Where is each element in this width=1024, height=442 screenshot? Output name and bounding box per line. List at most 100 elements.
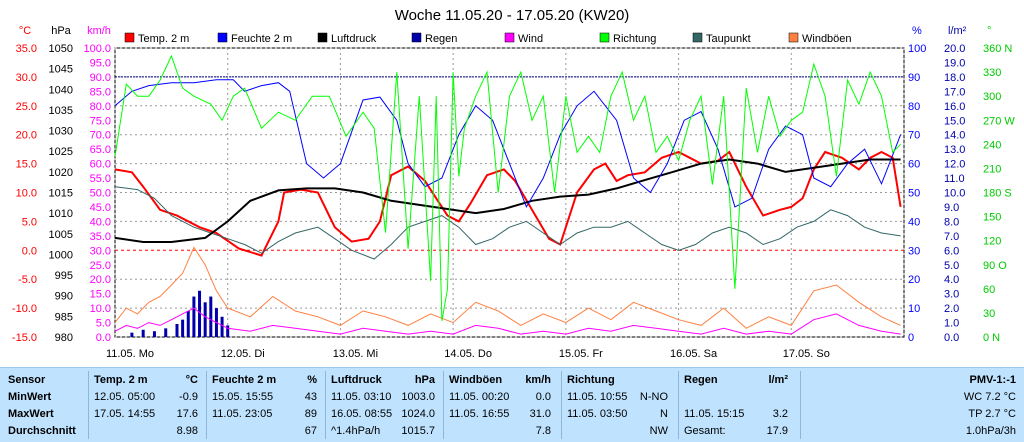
pressure-tick-label: 1045 (49, 64, 73, 76)
x-tick-label: 15.05. Fr (559, 348, 603, 360)
rain-bar (186, 310, 190, 337)
legend-swatch (124, 32, 135, 43)
rain-tick-label: 8.0 (944, 216, 959, 228)
stats-hum-value: 43 (304, 391, 317, 403)
stats-dir-value: N-NO (639, 391, 668, 403)
series-windb-en (114, 246, 901, 329)
stats-pmv-line: 1.0hPa/3h (965, 425, 1016, 437)
direction-tick-label: 180 S (983, 188, 1012, 200)
series-layer (114, 54, 902, 337)
stats-hum-time: 15.05. 15:55 (212, 391, 274, 403)
legend-swatch (692, 32, 703, 43)
axes: 35.0 30.0 25.0 20.0 15.0 10.0 5.0 0.0 -5.0 -10.0 -… (12, 43, 1015, 360)
stats-hum-header: Feuchte 2 m (212, 374, 277, 386)
wind-tick-label: 90.0 (90, 72, 111, 84)
pressure-tick-label: 1010 (49, 208, 73, 220)
temp-tick-label: 30.0 (16, 72, 37, 84)
rain-tick-label: 16.0 (944, 101, 965, 113)
direction-tick-label: 150 (983, 212, 1001, 224)
direction-tick-label: 330 (983, 67, 1001, 79)
humidity-tick-label: 20 (908, 274, 920, 286)
legend-label: Temp. 2 m (138, 33, 189, 45)
stats-hum-unit: % (307, 374, 317, 386)
stats-gust-value: 7.8 (535, 425, 551, 437)
series-richtung (114, 54, 901, 321)
direction-tick-label: 240 (983, 139, 1001, 151)
temp-tick-label: 15.0 (16, 159, 37, 171)
humidity-tick-label: 100 (908, 43, 926, 55)
wind-tick-label: 25.0 (90, 260, 111, 272)
stats-row-label: MinWert (8, 391, 52, 403)
pressure-tick-label: 1000 (49, 249, 73, 261)
grid (114, 47, 905, 338)
stats-rain-value: 17.9 (766, 425, 788, 437)
legend-swatch (411, 32, 422, 43)
stats-press-value: 1003.0 (401, 391, 435, 403)
stats-press-value: 1024.0 (401, 408, 435, 420)
stats-panel: Sensor MinWert MaxWert Durchschnitt Temp. 2 … (0, 367, 1024, 442)
legend-swatch (504, 32, 515, 43)
stats-dir-value: NW (649, 425, 668, 437)
stats-temp-value: 17.6 (176, 408, 198, 420)
x-tick-label: 13.05. Mi (333, 348, 378, 360)
x-tick-label: 11.05. Mo (106, 348, 154, 360)
rain-bar (164, 328, 168, 337)
wind-tick-label: 35.0 (90, 231, 111, 243)
direction-tick-label: 0 N (983, 332, 1000, 344)
wind-tick-label: 60.0 (90, 159, 111, 171)
temp-unit-label: °C (19, 25, 31, 37)
humidity-tick-label: 40 (908, 216, 920, 228)
stats-separator (88, 371, 89, 439)
rain-bar (141, 329, 145, 337)
rain-tick-label: 4.0 (944, 274, 959, 286)
temp-tick-label: 5.0 (22, 216, 37, 228)
legend-label: Windböen (802, 33, 852, 45)
wind-tick-label: 15.0 (90, 289, 111, 301)
stats-press-time: 16.05. 08:55 (331, 408, 393, 420)
pressure-unit-label: hPa (51, 25, 71, 37)
wind-tick-label: 0.0 (96, 332, 111, 344)
pressure-tick-label: 1050 (49, 43, 73, 55)
stats-press-unit: hPa (414, 374, 435, 386)
rain-bar (209, 296, 213, 337)
rain-tick-label: 1.0 (944, 318, 959, 330)
stats-pmv-header: PMV-1:-1 (969, 374, 1016, 386)
rain-tick-label: 5.0 (944, 260, 959, 272)
humidity-unit-label: % (912, 25, 922, 37)
humidity-tick-label: 80 (908, 101, 920, 113)
wind-tick-label: 80.0 (90, 101, 111, 113)
stats-pmv-line: TP 2.7 °C (968, 408, 1016, 420)
stats-rain-value: 3.2 (772, 408, 788, 420)
humidity-tick-label: 90 (908, 72, 920, 84)
legend-swatch (217, 32, 228, 43)
rain-tick-label: 12.0 (944, 159, 965, 171)
legend-swatch (599, 32, 610, 43)
direction-tick-label: 120 (983, 236, 1001, 248)
rain-tick-label: 17.0 (944, 86, 965, 98)
stats-separator (678, 371, 679, 439)
direction-tick-label: 360 N (983, 43, 1012, 55)
stats-press-time: 11.05. 03:10 (331, 391, 392, 403)
direction-tick-label: 30 (983, 308, 995, 320)
stats-rain-time: Gesamt: (684, 425, 726, 437)
stats-temp-unit: °C (185, 374, 198, 386)
temp-tick-label: 25.0 (16, 101, 37, 113)
rain-tick-label: 6.0 (944, 245, 959, 257)
wind-tick-label: 65.0 (90, 144, 111, 156)
stats-separator (325, 371, 326, 439)
stats-hum-value: 89 (304, 408, 317, 420)
stats-gust-time: 11.05. 16:55 (449, 408, 510, 420)
stats-press-time: ^1.4hPa/h (331, 425, 381, 437)
series-taupunkt (114, 186, 901, 260)
rain-bar (198, 290, 202, 337)
chart-legend: Temp. 2 m Feuchte 2 m Luftdruck Regen Wind Ri… (124, 32, 852, 45)
legend-label: Regen (425, 33, 457, 45)
rain-bar (152, 331, 156, 337)
stats-temp-time: 17.05. 14:55 (94, 408, 156, 420)
wind-tick-label: 20.0 (90, 274, 111, 286)
rain-tick-label: 15.0 (944, 115, 965, 127)
direction-tick-label: 300 (983, 91, 1001, 103)
pressure-tick-label: 1035 (49, 105, 73, 117)
rain-tick-label: 7.0 (944, 231, 959, 243)
rain-tick-label: 9.0 (944, 202, 959, 214)
